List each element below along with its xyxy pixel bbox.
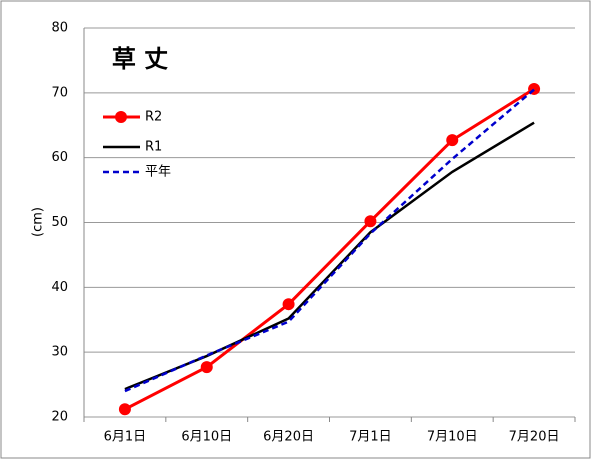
y-tick-label: 50 [51,215,68,230]
y-tick-label: 40 [51,280,68,295]
legend-marker [115,111,127,123]
y-tick-label: 70 [51,85,68,100]
legend-label: R1 [145,140,162,155]
marker [364,215,377,228]
y-tick-label: 80 [51,21,68,36]
series-line [124,88,535,393]
legend-label: 平年 [145,165,171,180]
y-axis-label: (cm) [31,207,46,237]
marker [118,403,131,416]
marker [282,298,295,311]
marker [446,134,459,147]
y-tick-label: 30 [51,345,68,360]
x-tick-label: 6月20日 [263,430,314,445]
x-tick-label: 7月1日 [349,430,392,445]
legend-label: R2 [145,110,162,125]
x-tick-label: 6月10日 [181,430,232,445]
y-tick-label: 20 [51,410,68,425]
marker [200,361,213,374]
x-tick-label: 7月20日 [509,430,560,445]
x-tick-label: 7月10日 [427,430,478,445]
y-tick-label: 60 [51,150,68,165]
chart-title: 草 丈 [112,45,168,73]
series-line [124,87,535,411]
x-tick-label: 6月1日 [104,430,147,445]
